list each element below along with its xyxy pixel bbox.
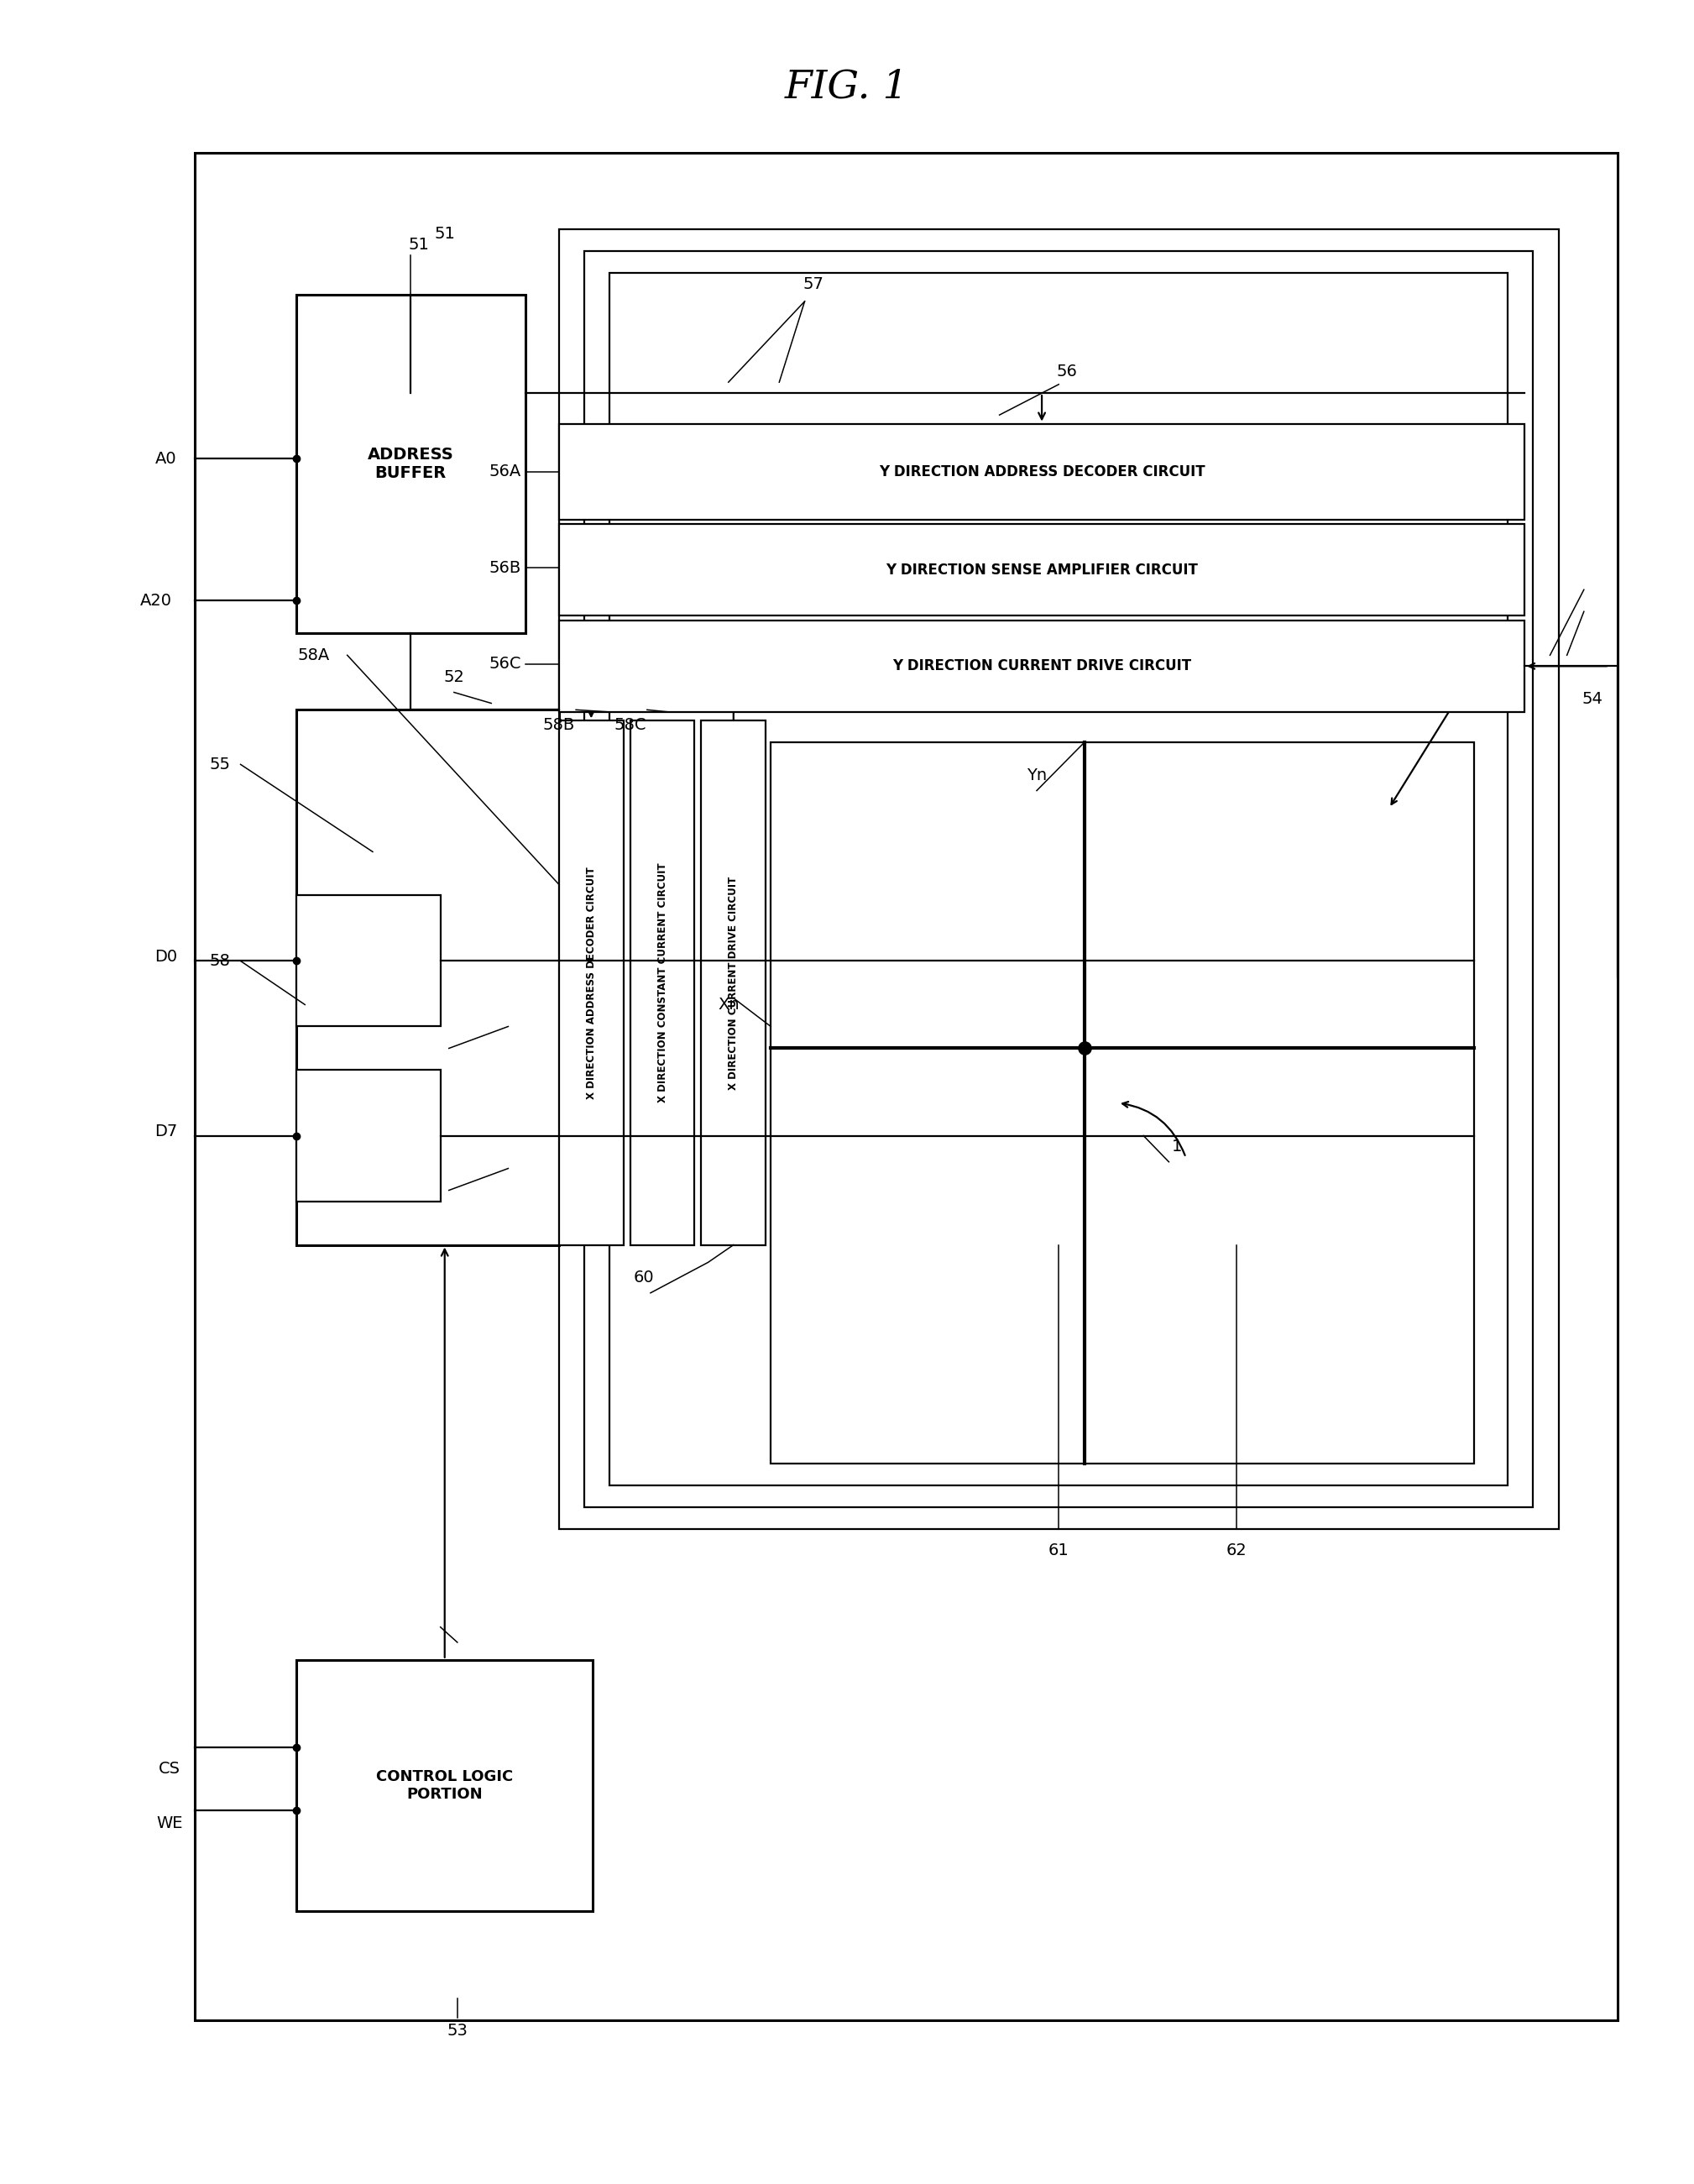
Text: D0: D0 bbox=[154, 948, 178, 965]
Text: 57: 57 bbox=[803, 275, 823, 293]
Text: 58: 58 bbox=[210, 952, 230, 970]
Bar bbox=[296, 295, 525, 633]
Text: 52: 52 bbox=[444, 668, 464, 686]
Bar bbox=[296, 1070, 440, 1201]
Text: D7: D7 bbox=[154, 1123, 178, 1140]
Bar bbox=[771, 743, 1474, 1463]
Bar bbox=[559, 524, 1525, 616]
Bar bbox=[610, 273, 1508, 1485]
Text: CS: CS bbox=[159, 1760, 180, 1778]
Bar bbox=[559, 620, 1525, 712]
Text: ADDRESS
BUFFER: ADDRESS BUFFER bbox=[368, 448, 454, 480]
Text: 56C: 56C bbox=[488, 655, 522, 673]
Bar bbox=[701, 721, 766, 1245]
Text: 58A: 58A bbox=[298, 646, 329, 664]
Text: 53: 53 bbox=[447, 2022, 468, 2040]
Text: Y DIRECTION ADDRESS DECODER CIRCUIT: Y DIRECTION ADDRESS DECODER CIRCUIT bbox=[879, 465, 1204, 478]
Text: Yn: Yn bbox=[1027, 767, 1047, 784]
Bar bbox=[296, 710, 559, 1245]
Bar bbox=[559, 721, 623, 1245]
Text: 51: 51 bbox=[408, 236, 429, 253]
Text: A0: A0 bbox=[156, 450, 176, 467]
Bar bbox=[630, 721, 695, 1245]
Bar bbox=[559, 424, 1525, 520]
Text: Xn: Xn bbox=[718, 996, 739, 1013]
Text: 56: 56 bbox=[1057, 363, 1077, 380]
Text: X DIRECTION CONSTANT CURRENT CIRCUIT: X DIRECTION CONSTANT CURRENT CIRCUIT bbox=[657, 863, 667, 1103]
Text: 55: 55 bbox=[210, 756, 230, 773]
Text: Y DIRECTION CURRENT DRIVE CIRCUIT: Y DIRECTION CURRENT DRIVE CIRCUIT bbox=[893, 660, 1191, 673]
Text: Y DIRECTION SENSE AMPLIFIER CIRCUIT: Y DIRECTION SENSE AMPLIFIER CIRCUIT bbox=[886, 563, 1198, 577]
Bar bbox=[559, 229, 1558, 1529]
Bar bbox=[584, 251, 1533, 1507]
Text: WE: WE bbox=[156, 1815, 183, 1832]
Text: 62: 62 bbox=[1226, 1542, 1247, 1559]
Text: 61: 61 bbox=[1049, 1542, 1069, 1559]
Text: CONTROL LOGIC
PORTION: CONTROL LOGIC PORTION bbox=[376, 1769, 513, 1802]
Text: 60: 60 bbox=[634, 1269, 654, 1286]
Text: A20: A20 bbox=[141, 592, 171, 609]
Text: 56B: 56B bbox=[490, 559, 520, 577]
Bar bbox=[195, 153, 1618, 2020]
Text: 54: 54 bbox=[1582, 690, 1603, 708]
Text: FIG. 1: FIG. 1 bbox=[784, 68, 910, 107]
Text: 56A: 56A bbox=[490, 463, 520, 480]
Text: X DIRECTION ADDRESS DECODER CIRCUIT: X DIRECTION ADDRESS DECODER CIRCUIT bbox=[586, 867, 596, 1099]
Bar bbox=[296, 1660, 593, 1911]
Text: 51: 51 bbox=[434, 225, 456, 242]
Text: 58B: 58B bbox=[544, 716, 574, 734]
Text: 58C: 58C bbox=[613, 716, 647, 734]
Text: 1: 1 bbox=[1172, 1138, 1182, 1155]
Text: X DIRECTION CURRENT DRIVE CIRCUIT: X DIRECTION CURRENT DRIVE CIRCUIT bbox=[728, 876, 739, 1090]
Bar bbox=[296, 895, 440, 1026]
